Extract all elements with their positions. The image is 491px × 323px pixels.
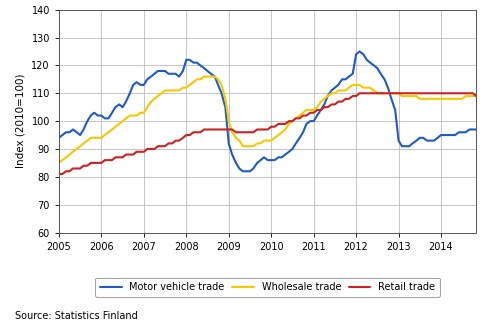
Retail trade bbox=[473, 94, 479, 98]
Wholesale trade bbox=[396, 91, 402, 95]
Retail trade bbox=[141, 150, 147, 154]
Wholesale trade bbox=[364, 86, 370, 89]
Wholesale trade bbox=[417, 97, 423, 101]
Motor vehicle trade bbox=[240, 169, 246, 173]
Wholesale trade bbox=[473, 94, 479, 98]
Motor vehicle trade bbox=[399, 144, 405, 148]
Retail trade bbox=[364, 91, 370, 95]
Retail trade bbox=[356, 91, 362, 95]
Text: Source: Statistics Finland: Source: Statistics Finland bbox=[15, 311, 137, 321]
Line: Wholesale trade: Wholesale trade bbox=[59, 77, 476, 163]
Motor vehicle trade bbox=[303, 122, 309, 126]
Y-axis label: Index (2010=100): Index (2010=100) bbox=[16, 74, 26, 168]
Retail trade bbox=[187, 133, 192, 137]
Line: Retail trade: Retail trade bbox=[59, 93, 476, 174]
Retail trade bbox=[396, 91, 402, 95]
Motor vehicle trade bbox=[56, 136, 62, 140]
Retail trade bbox=[417, 91, 423, 95]
Motor vehicle trade bbox=[187, 58, 192, 62]
Motor vehicle trade bbox=[473, 128, 479, 131]
Wholesale trade bbox=[141, 111, 147, 115]
Line: Motor vehicle trade: Motor vehicle trade bbox=[59, 51, 476, 171]
Wholesale trade bbox=[56, 161, 62, 165]
Retail trade bbox=[300, 114, 306, 118]
Motor vehicle trade bbox=[420, 136, 426, 140]
Wholesale trade bbox=[303, 108, 309, 112]
Legend: Motor vehicle trade, Wholesale trade, Retail trade: Motor vehicle trade, Wholesale trade, Re… bbox=[95, 277, 440, 297]
Wholesale trade bbox=[187, 83, 192, 87]
Wholesale trade bbox=[201, 75, 207, 78]
Retail trade bbox=[56, 172, 62, 176]
Motor vehicle trade bbox=[356, 49, 362, 53]
Motor vehicle trade bbox=[141, 83, 147, 87]
Motor vehicle trade bbox=[367, 61, 373, 65]
